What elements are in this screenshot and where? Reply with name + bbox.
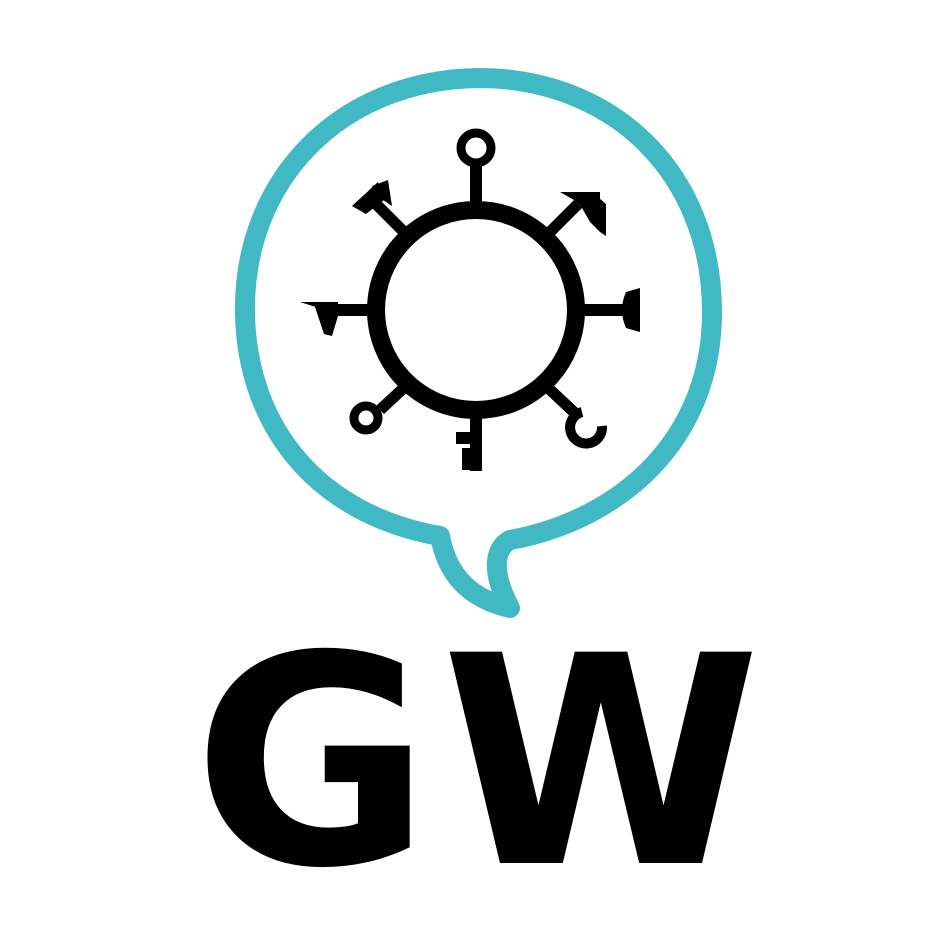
speech-bubble-icon	[234, 68, 722, 618]
key-bit-spoke-icon	[456, 405, 482, 471]
nail-head-spoke-icon	[574, 288, 640, 332]
key-ring-spoke-icon	[456, 128, 496, 215]
gear-tools-symbol	[300, 128, 640, 471]
wordmark: GW	[193, 595, 771, 932]
axe-spoke-icon	[352, 180, 412, 240]
arrow-spoke-icon	[540, 192, 606, 242]
wrench-spoke-icon	[540, 380, 608, 449]
speech-bubble-outline	[234, 68, 722, 618]
magnifier-spoke-icon	[349, 380, 412, 435]
spear-spoke-icon	[300, 302, 378, 336]
